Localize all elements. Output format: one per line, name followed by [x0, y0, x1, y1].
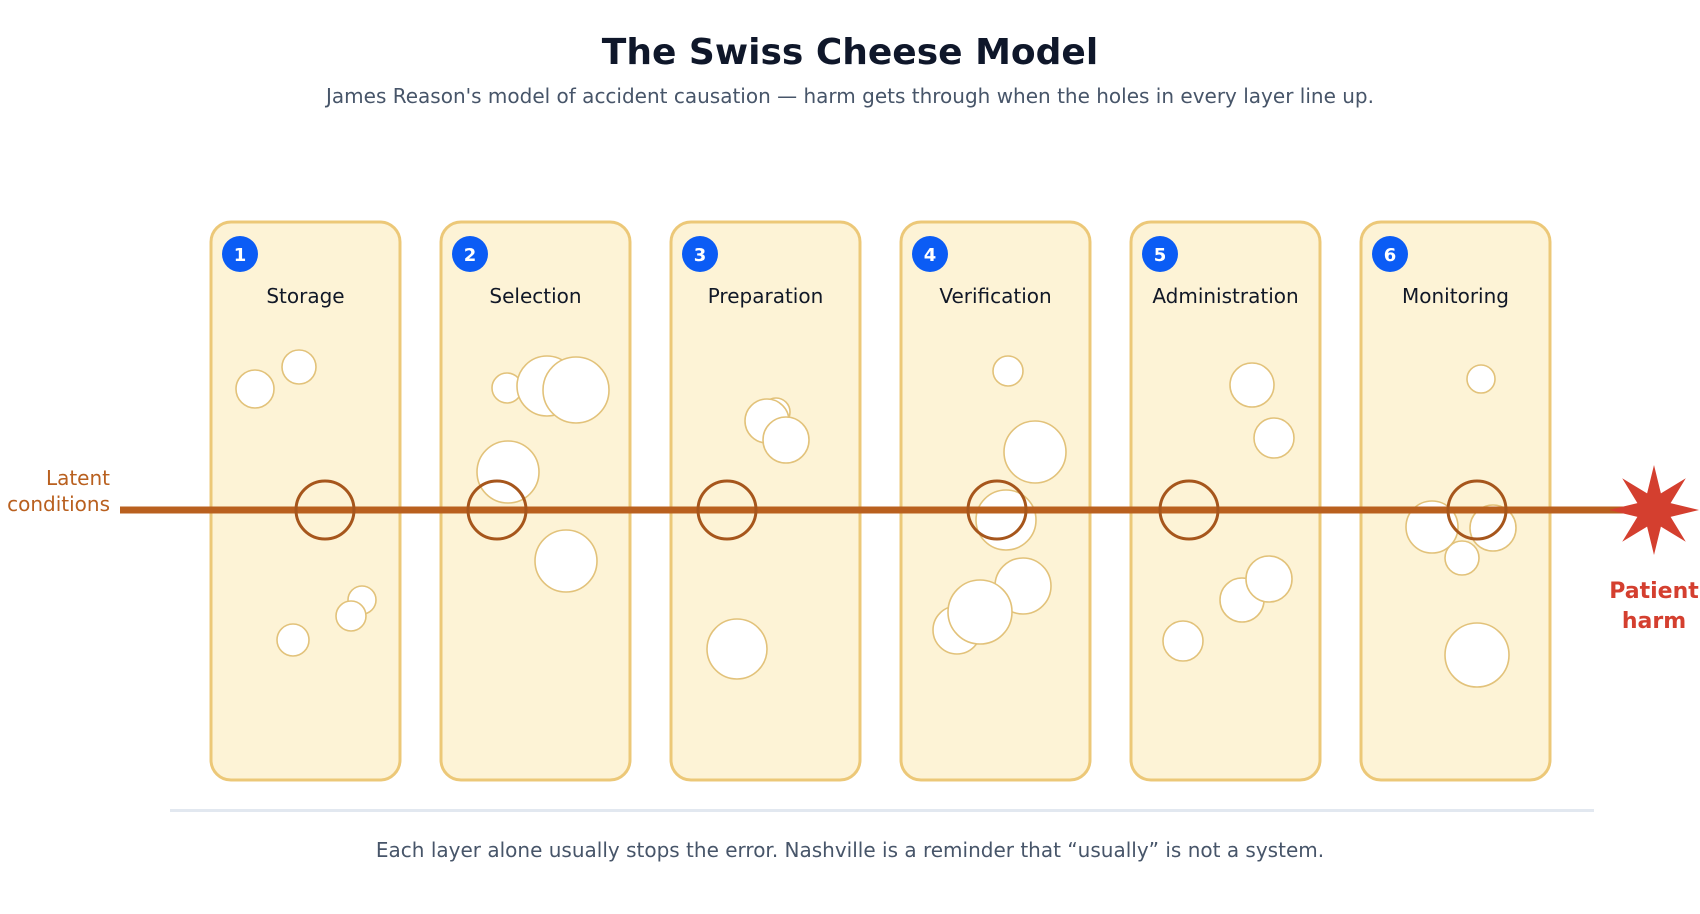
aligned-hole: [466, 479, 528, 541]
layer-label: Administration: [1152, 284, 1298, 308]
layer-number: 3: [694, 245, 707, 266]
layer-slice: [209, 220, 402, 782]
cheese-hole: [992, 355, 1024, 387]
cheese-layer-storage: 1 Storage: [209, 220, 402, 782]
cheese-layer-administration: 5 Administration: [1129, 220, 1322, 782]
cheese-hole: [281, 349, 317, 385]
latent-conditions-label: Latent: [46, 466, 110, 490]
patient-harm-burst-icon: [1609, 465, 1699, 555]
aligned-hole: [1446, 479, 1508, 541]
cheese-hole: [975, 489, 1037, 551]
cheese-layer-selection: 2 Selection: [439, 220, 632, 782]
cheese-hole: [534, 529, 598, 593]
divider: [170, 809, 1594, 812]
cheese-hole: [1405, 500, 1459, 554]
layer-label: Storage: [266, 284, 344, 308]
latent-conditions-label-line2: conditions: [7, 492, 110, 516]
layer-label: Preparation: [708, 284, 824, 308]
cheese-hole: [762, 416, 810, 464]
aligned-hole: [696, 479, 758, 541]
layer-number: 4: [924, 245, 937, 266]
cheese-hole: [476, 440, 540, 504]
cheese-hole: [1229, 362, 1275, 408]
aligned-hole: [966, 479, 1028, 541]
layer-number: 1: [234, 245, 247, 266]
aligned-hole: [294, 479, 356, 541]
cheese-hole: [276, 623, 310, 657]
layer-label: Monitoring: [1402, 284, 1509, 308]
layer-number-badge: [222, 236, 258, 272]
patient-harm-label-line2: harm: [1622, 609, 1686, 634]
layer-number-badge: [912, 236, 948, 272]
cheese-hole: [542, 356, 610, 424]
cheese-hole: [1444, 540, 1480, 576]
cheese-hole: [1245, 555, 1293, 603]
layer-number-badge: [452, 236, 488, 272]
layer-number-badge: [682, 236, 718, 272]
cheese-hole: [335, 600, 367, 632]
footer-note: Each layer alone usually stops the error…: [375, 838, 1325, 862]
cheese-layers: 1Storage2Selection3Preparation4Verificat…: [209, 220, 1552, 782]
page-title: The Swiss Cheese Model: [601, 32, 1099, 73]
layer-number: 5: [1154, 245, 1167, 266]
cheese-hole: [947, 579, 1013, 645]
layer-label: Verification: [939, 284, 1051, 308]
aligned-holes: [294, 479, 1508, 541]
aligned-hole: [1158, 479, 1220, 541]
layer-number-badge: [1372, 236, 1408, 272]
patient-harm-label: Patient: [1609, 579, 1699, 604]
layer-number: 6: [1384, 245, 1397, 266]
swiss-cheese-diagram: 1Storage2Selection3Preparation4Verificat…: [7, 220, 1699, 782]
cheese-hole: [1466, 364, 1496, 394]
cheese-hole: [706, 618, 768, 680]
cheese-hole: [1003, 420, 1067, 484]
cheese-hole: [1162, 620, 1204, 662]
page-subtitle: James Reason's model of accident causati…: [326, 84, 1374, 108]
layer-number: 2: [464, 245, 477, 266]
layer-label: Selection: [489, 284, 581, 308]
layer-number-badge: [1142, 236, 1178, 272]
cheese-hole: [1444, 622, 1510, 688]
cheese-hole: [1253, 417, 1295, 459]
cheese-hole: [235, 369, 275, 409]
